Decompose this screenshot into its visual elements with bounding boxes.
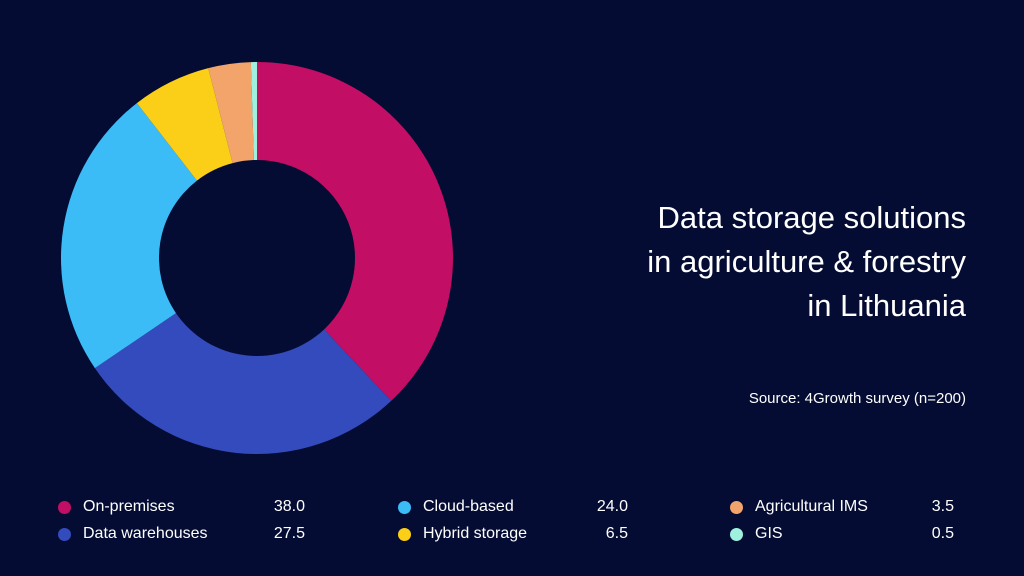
legend-value: 6.5	[605, 525, 628, 542]
legend-label: GIS	[755, 525, 783, 542]
legend-value: 3.5	[931, 498, 954, 515]
donut-chart	[60, 62, 453, 454]
donut-slice-agricultural-ims	[208, 62, 254, 164]
legend-item: Agricultural IMS	[730, 498, 868, 516]
legend-label: Cloud-based	[423, 498, 514, 515]
source-note: Source: 4Growth survey (n=200)	[748, 390, 966, 407]
legend-value: 24.0	[596, 498, 628, 515]
legend-item: Cloud-based	[398, 498, 514, 516]
donut-slice-cloud-based	[60, 103, 197, 369]
chart-title: Data storage solutions in agriculture & …	[466, 196, 966, 328]
legend-item: On-premises	[58, 498, 175, 516]
legend-item: Hybrid storage	[398, 525, 527, 543]
legend-item: GIS	[730, 525, 783, 543]
title-line: in agriculture & forestry	[647, 244, 966, 279]
title-line: in Lithuania	[807, 288, 966, 323]
legend-item: Data warehouses	[58, 525, 208, 543]
donut-slice-hybrid-storage	[136, 68, 233, 181]
legend-swatch	[730, 527, 743, 541]
donut-slice-on-premises	[257, 62, 453, 401]
legend-label: Agricultural IMS	[755, 498, 868, 515]
legend-value: 0.5	[931, 525, 954, 542]
legend-swatch	[398, 500, 411, 514]
legend-swatch	[730, 500, 743, 514]
legend-value: 27.5	[273, 525, 305, 542]
legend-label: Hybrid storage	[423, 525, 528, 542]
legend-label: On-premises	[83, 498, 175, 515]
donut-slice-data-warehouses	[94, 313, 392, 454]
title-line: Data storage solutions	[657, 200, 966, 235]
legend-label: Data warehouses	[83, 525, 208, 542]
legend-value: 38.0	[273, 498, 305, 515]
legend-swatch	[58, 527, 71, 541]
legend-swatch	[398, 527, 411, 541]
donut-slice-gis	[250, 62, 257, 161]
legend-swatch	[58, 500, 71, 514]
